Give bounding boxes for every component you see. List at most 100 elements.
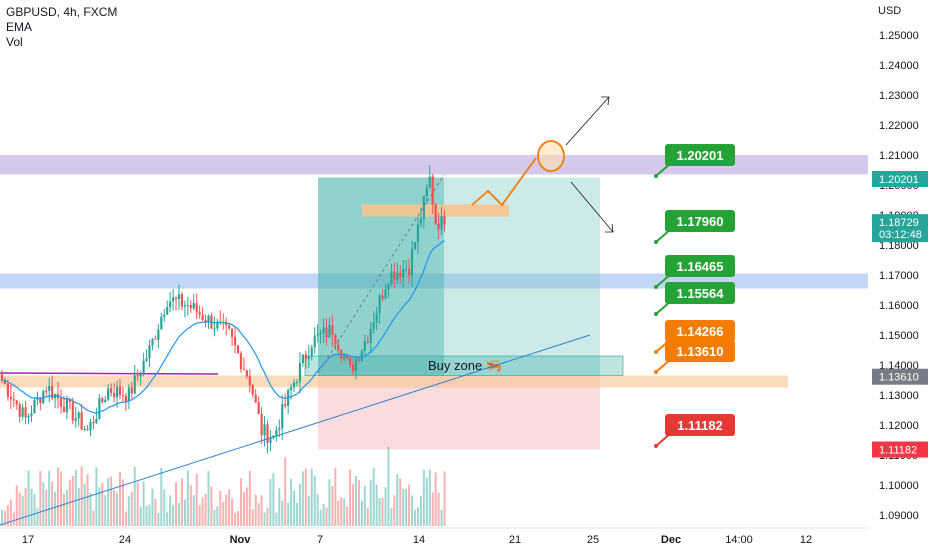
price-callout-badge[interactable] — [665, 340, 735, 362]
price-callout-label: 1.14266 — [677, 324, 724, 339]
candle-body — [242, 369, 245, 371]
volume-bar — [363, 485, 366, 526]
up-arrow-line[interactable] — [565, 96, 610, 146]
volume-bar — [219, 490, 222, 526]
candle-body — [290, 387, 293, 391]
volume-bar — [62, 494, 65, 526]
volume-bar — [83, 483, 86, 526]
candle-body — [36, 397, 39, 400]
candle-body — [160, 316, 163, 330]
price-callout-badge[interactable] — [665, 144, 735, 166]
candle-body — [310, 347, 313, 357]
volume-bar — [204, 493, 207, 526]
price-callout-badge[interactable] — [665, 320, 735, 342]
time-axis-tick: 21 — [509, 534, 521, 546]
support-zone[interactable] — [0, 273, 868, 289]
candle-body — [174, 297, 178, 299]
candle-body — [74, 418, 77, 421]
candle-body — [151, 338, 154, 346]
volume-indicator-label[interactable]: Vol — [6, 35, 23, 49]
price-callout-badge[interactable] — [665, 255, 735, 277]
price-callout-badge[interactable] — [665, 282, 735, 304]
candle-body — [39, 397, 42, 404]
ema-line[interactable] — [1, 240, 445, 414]
candle-body — [142, 361, 145, 375]
price-callout-badge[interactable] — [665, 210, 735, 232]
volume-bar — [178, 502, 180, 526]
volume-bar — [148, 504, 151, 526]
candle-body — [354, 359, 358, 372]
stop-loss-zone[interactable] — [318, 375, 600, 450]
candle-body — [172, 297, 175, 302]
volume-bar — [408, 484, 411, 526]
volume-bar — [239, 478, 242, 526]
callout-anchor — [654, 240, 658, 244]
volume-bar — [260, 495, 263, 526]
candle-body — [68, 399, 71, 402]
time-axis-tick: 12 — [800, 534, 812, 546]
candle-body — [257, 402, 260, 414]
volume-bar — [60, 471, 62, 526]
candle-body — [233, 336, 237, 346]
volume-bar — [369, 479, 372, 526]
projection-path[interactable] — [471, 157, 537, 207]
volume-bar — [175, 482, 178, 526]
ema-indicator-label[interactable]: EMA — [6, 20, 33, 34]
old-resistance-line[interactable] — [0, 372, 219, 375]
volume-bar — [77, 487, 80, 526]
volume-bar — [357, 480, 360, 526]
volume-bar — [15, 485, 18, 526]
candle-body — [307, 356, 310, 359]
candle-body — [328, 324, 331, 338]
price-axis-tick: 1.16000 — [879, 300, 919, 312]
callout-anchor — [654, 312, 658, 316]
volume-bar — [298, 483, 301, 526]
price-callout-badge[interactable] — [665, 414, 735, 436]
candle-body — [124, 395, 127, 402]
candle-body — [357, 359, 361, 362]
price-axis-tag — [872, 170, 928, 187]
volume-bar — [248, 470, 251, 526]
volume-bar — [419, 495, 422, 526]
volume-bar — [33, 493, 36, 526]
price-callout-label: 1.17960 — [677, 214, 724, 229]
candle-body — [136, 375, 139, 377]
volume-bar — [366, 507, 369, 526]
down-arrow-line[interactable] — [570, 181, 614, 233]
volume-bar — [375, 484, 378, 526]
buy-zone-band[interactable] — [0, 375, 788, 388]
volume-bar — [48, 470, 51, 526]
candle-body — [410, 248, 414, 275]
volume-bar — [119, 471, 121, 526]
volume-bar — [45, 490, 48, 526]
candle-body — [231, 328, 234, 337]
volume-bar — [207, 471, 210, 526]
ascending-trendline[interactable] — [0, 334, 591, 526]
resistance-zone[interactable] — [0, 155, 868, 175]
callout-anchor — [654, 174, 658, 178]
volume-bar — [381, 497, 384, 526]
volume-bar — [183, 499, 186, 526]
candle-body — [95, 418, 98, 423]
candle-body — [325, 327, 328, 338]
price-callout-label: 1.11182 — [677, 418, 723, 433]
buy-zone-label: Buy zone 🦐 — [428, 358, 502, 373]
volume-bar — [251, 508, 254, 526]
volume-bar — [307, 495, 310, 526]
volume-bar — [275, 512, 278, 526]
target-circle[interactable] — [537, 140, 565, 172]
volume-bar — [242, 492, 245, 526]
candle-body — [322, 327, 325, 333]
candle-body — [292, 382, 296, 388]
volume-bar — [340, 497, 343, 526]
candle-body — [343, 356, 346, 359]
candle-body — [204, 319, 207, 323]
candle-body — [118, 386, 122, 396]
candle-body — [15, 400, 18, 405]
symbol-title[interactable]: GBPUSD, 4h, FXCM — [6, 5, 118, 19]
candle-body — [416, 224, 420, 243]
volume-bar — [399, 478, 402, 526]
candle-body — [236, 345, 240, 354]
volume-bar — [431, 492, 434, 526]
